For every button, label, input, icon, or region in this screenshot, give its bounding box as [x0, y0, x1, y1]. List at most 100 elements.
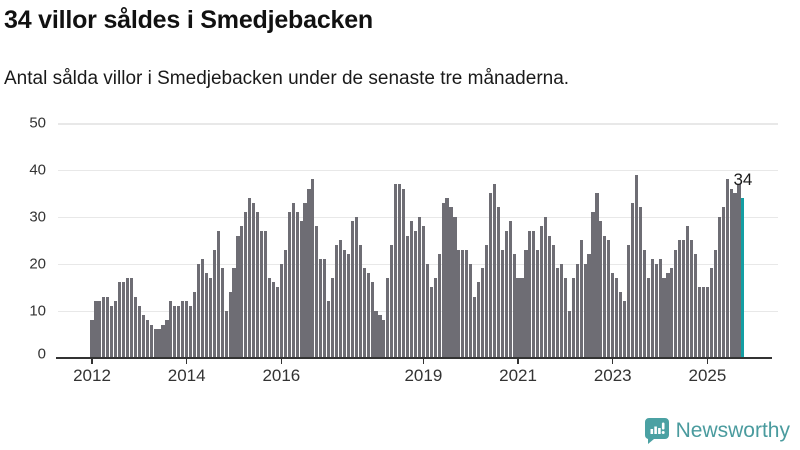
x-axis-tick-label: 2023	[593, 366, 632, 385]
bar	[402, 188, 406, 358]
bar	[579, 240, 583, 358]
bar	[366, 273, 370, 358]
x-axis-line	[56, 356, 772, 359]
bar	[141, 315, 145, 358]
bar	[299, 221, 303, 358]
bar	[177, 305, 181, 358]
bar	[319, 259, 323, 358]
bar	[98, 301, 102, 358]
bar	[457, 249, 461, 358]
y-axis-tick-label: 10	[29, 302, 46, 320]
bar	[137, 305, 141, 358]
bar	[662, 277, 666, 358]
bar	[114, 301, 118, 358]
bar	[520, 277, 524, 358]
bar	[240, 226, 244, 358]
bar	[508, 221, 512, 358]
bar	[571, 277, 575, 358]
bar	[496, 207, 500, 358]
x-axis-tick	[91, 358, 93, 364]
bar	[575, 263, 579, 358]
bar	[445, 198, 449, 358]
bar	[204, 273, 208, 358]
bar	[630, 202, 635, 358]
bar	[540, 226, 544, 358]
x-axis-tick-label: 2019	[404, 366, 443, 385]
bar	[567, 310, 571, 358]
bar	[678, 240, 682, 358]
y-gridline	[58, 169, 778, 172]
bar	[153, 329, 157, 358]
bar	[390, 244, 394, 358]
bar	[650, 259, 654, 358]
bar	[291, 202, 295, 358]
bar	[406, 235, 410, 358]
bar	[200, 259, 205, 358]
bar	[173, 305, 177, 358]
bar	[157, 329, 161, 358]
bar	[449, 207, 453, 358]
bar	[342, 249, 347, 358]
bar	[646, 277, 650, 358]
bar	[149, 324, 153, 358]
newsworthy-speech-bubble-chart-icon	[644, 418, 669, 444]
bar	[607, 240, 611, 358]
bar	[220, 268, 224, 358]
y-axis-tick-label: 40	[29, 161, 46, 179]
bar	[682, 240, 686, 358]
bar	[346, 254, 350, 358]
bar	[433, 277, 437, 358]
bar	[583, 263, 587, 358]
bar	[587, 254, 591, 358]
bar	[129, 277, 134, 358]
bar	[161, 324, 165, 358]
bar	[666, 273, 670, 358]
y-axis-tick-label: 50	[29, 114, 46, 132]
bar	[559, 263, 564, 358]
bar	[331, 277, 335, 358]
bar	[473, 296, 477, 358]
bar	[350, 221, 354, 358]
y-axis-tick-label: 30	[29, 208, 46, 226]
bar	[394, 183, 398, 358]
bar	[311, 179, 315, 358]
bar	[729, 188, 733, 358]
x-axis-tick-label: 2014	[167, 366, 206, 385]
bar	[382, 319, 386, 358]
bar	[90, 319, 94, 358]
bar	[658, 259, 662, 358]
bar	[212, 249, 216, 358]
bar	[694, 254, 698, 358]
bar	[358, 244, 362, 358]
bar	[224, 310, 228, 358]
bar	[500, 249, 504, 358]
bar	[252, 202, 256, 358]
bar	[94, 301, 98, 358]
bar	[429, 287, 433, 358]
y-gridline	[58, 123, 778, 125]
bar	[236, 235, 240, 358]
bar	[192, 291, 197, 358]
y-axis-tick-label: 20	[29, 255, 46, 273]
bar	[619, 291, 623, 358]
bar	[548, 235, 552, 358]
x-axis-tick	[280, 358, 283, 364]
x-axis-tick	[517, 358, 519, 364]
bar	[165, 319, 169, 358]
bar	[260, 230, 264, 358]
bar	[185, 301, 189, 358]
bar	[453, 216, 457, 358]
bar	[228, 291, 232, 358]
bar	[437, 254, 441, 358]
bar	[544, 216, 548, 358]
highlight-value-label: 34	[733, 170, 753, 190]
bar	[216, 230, 220, 358]
bar	[516, 277, 520, 358]
bar	[484, 244, 489, 358]
bar	[181, 301, 185, 358]
bar	[721, 207, 725, 358]
bar	[477, 282, 481, 358]
bar	[295, 212, 299, 358]
bar	[492, 183, 496, 358]
bar	[398, 183, 402, 358]
